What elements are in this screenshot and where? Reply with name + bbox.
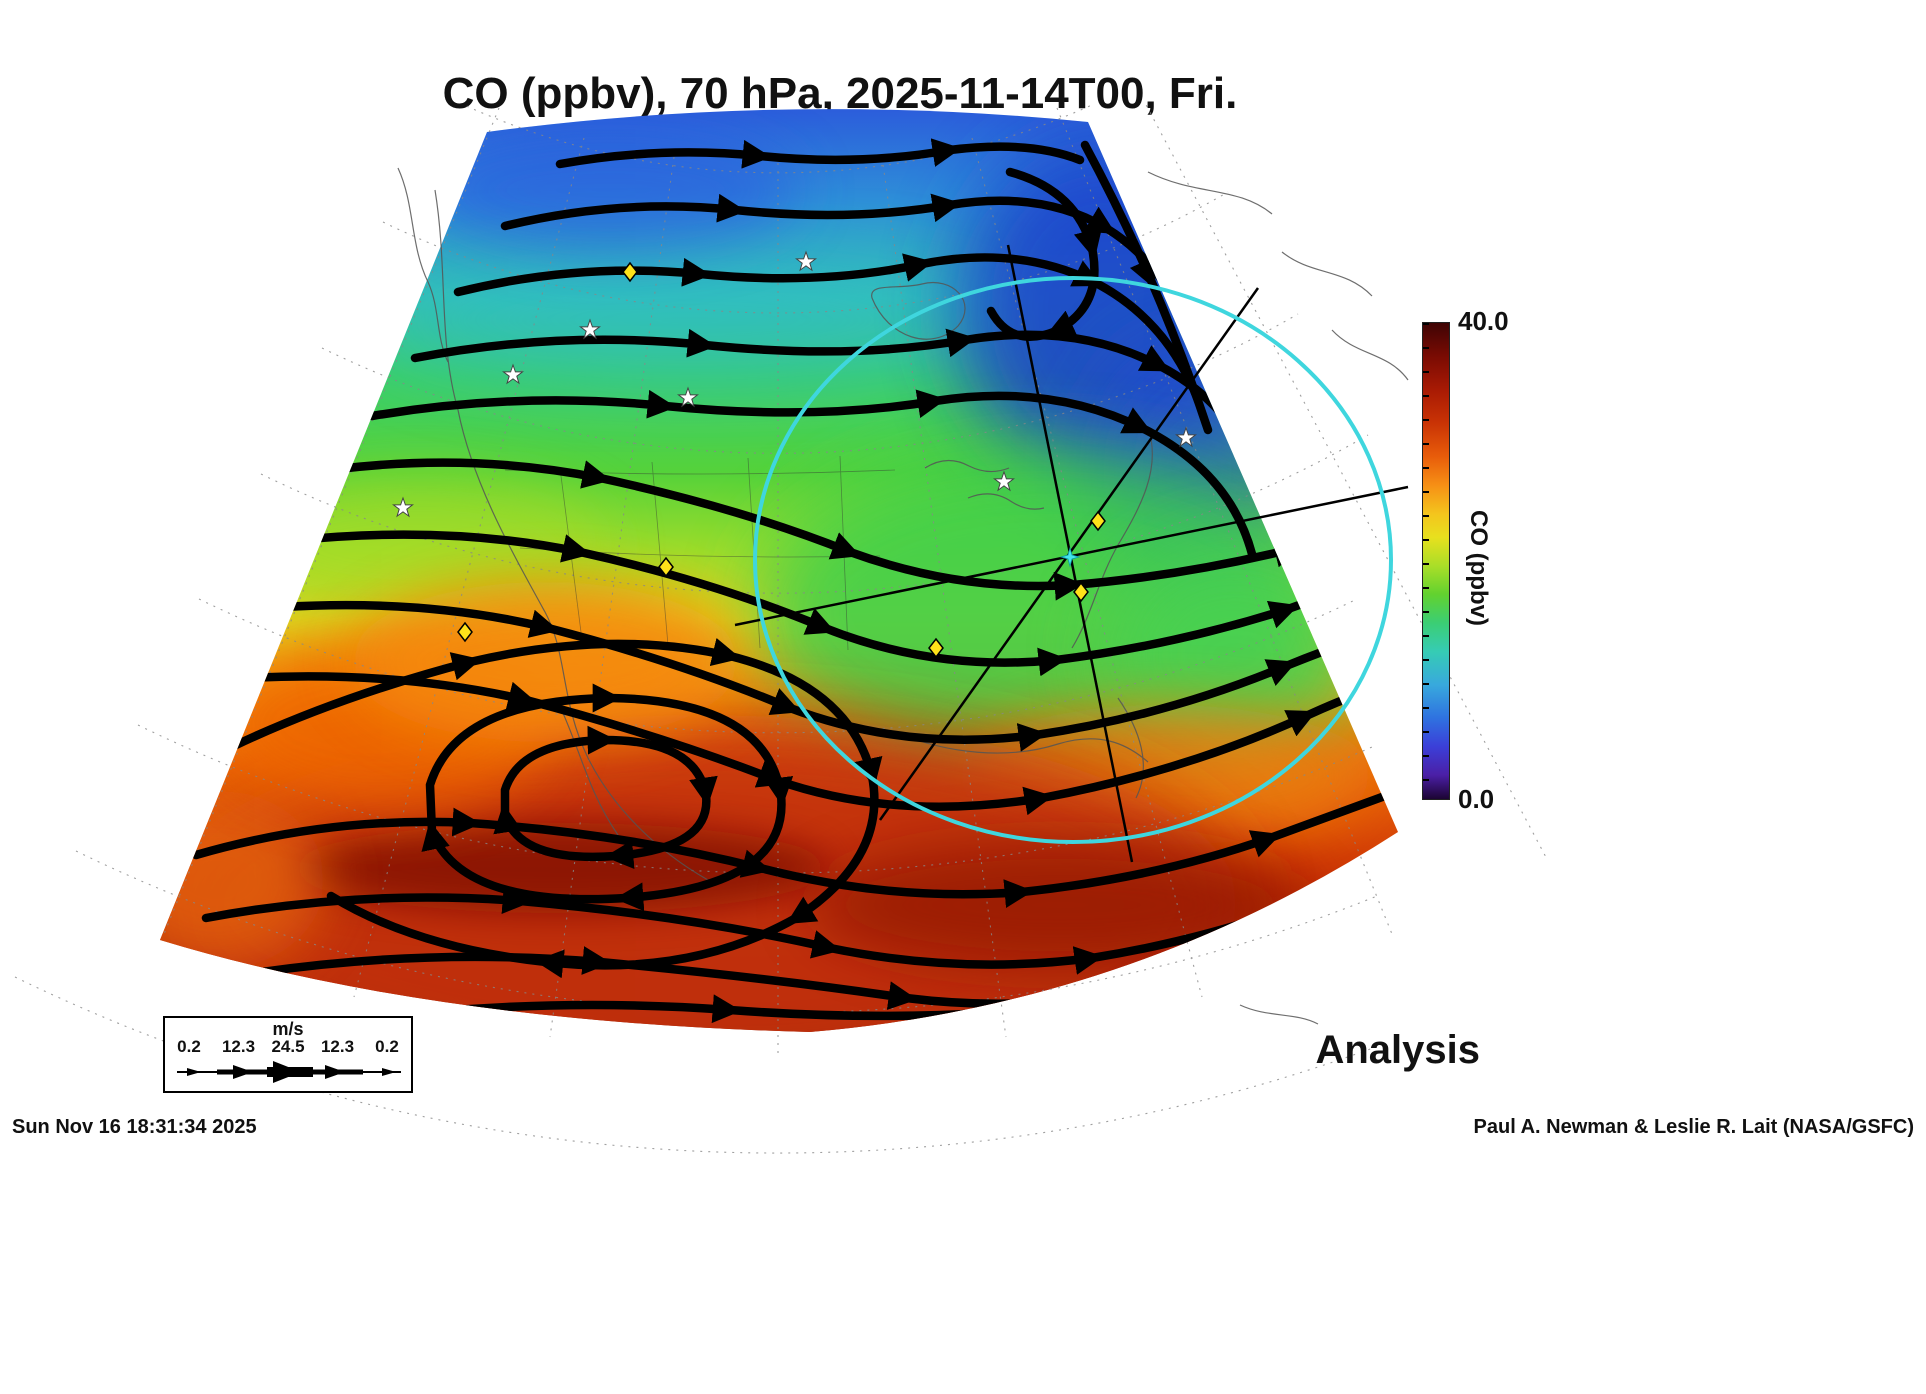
range-ring: [753, 276, 1393, 844]
streamlines: [191, 138, 1398, 1024]
colorbar-max-label: 40.0: [1458, 306, 1509, 336]
wind-legend-value: 0.2: [375, 1037, 399, 1056]
streamline: [500, 193, 1193, 335]
analysis-label: Analysis: [1315, 1028, 1480, 1072]
streamline: [367, 389, 1257, 559]
parallel: [321, 313, 1299, 454]
wind-legend-value: 12.3: [320, 1037, 355, 1056]
coastline: [1147, 171, 1273, 215]
colorbar-axis-label: CO (ppbv): [1465, 510, 1492, 626]
generated-timestamp: Sun Nov 16 18:31:34 2025: [12, 1116, 257, 1138]
coastline: [397, 167, 449, 363]
parallel: [462, 105, 1094, 174]
colorbar-min-label: 0.0: [1458, 784, 1495, 814]
parallel: [382, 191, 1229, 314]
parallel: [75, 850, 1378, 1014]
wind-legend-value: 24.5: [271, 1037, 305, 1056]
co-field: [160, 109, 1398, 1033]
colorbar-gradient: [1422, 322, 1450, 800]
coastline: [1281, 251, 1373, 297]
streamline: [453, 253, 1203, 405]
wind-arrow-scale-icon: [177, 1061, 401, 1083]
streamline: [986, 167, 1102, 342]
wind-legend-value: 12.3: [221, 1037, 256, 1056]
streamline: [555, 138, 1085, 169]
coastline: [1331, 329, 1409, 381]
credit-line: Paul A. Newman & Leslie R. Lait (NASA/GS…: [1473, 1116, 1914, 1138]
coastline: [1239, 1004, 1319, 1025]
wind-legend-units: m/s: [272, 1019, 304, 1039]
wind-legend-values: 0.2 12.3 24.5 12.3 0.2: [165, 1038, 411, 1056]
streamline: [425, 994, 991, 1024]
wind-speed-legend: m/s 0.2 12.3 24.5 12.3 0.2: [163, 1016, 413, 1093]
streamline: [231, 637, 883, 979]
wind-legend-value: 0.2: [177, 1037, 201, 1056]
